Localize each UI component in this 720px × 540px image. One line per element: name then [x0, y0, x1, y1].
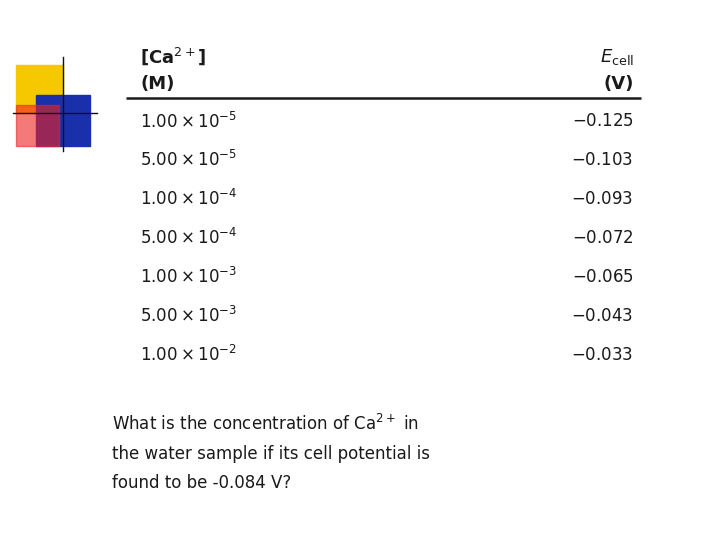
Text: $5.00 \times 10^{-3}$: $5.00 \times 10^{-3}$	[140, 306, 238, 326]
Text: $-0.093$: $-0.093$	[572, 190, 634, 208]
Bar	[36, 94, 90, 146]
Text: What is the concentration of Ca$^{2+}$ in: What is the concentration of Ca$^{2+}$ i…	[112, 414, 418, 434]
Text: $-0.072$: $-0.072$	[572, 229, 634, 247]
Text: $5.00 \times 10^{-4}$: $5.00 \times 10^{-4}$	[140, 228, 238, 248]
Text: $1.00 \times 10^{-5}$: $1.00 \times 10^{-5}$	[140, 111, 238, 132]
Bar	[16, 105, 59, 146]
Text: (M): (M)	[140, 75, 175, 93]
Bar	[16, 65, 63, 113]
Text: $-0.043$: $-0.043$	[572, 307, 634, 325]
Text: $E_{\mathrm{cell}}$: $E_{\mathrm{cell}}$	[600, 46, 634, 67]
Text: $1.00 \times 10^{-2}$: $1.00 \times 10^{-2}$	[140, 345, 237, 365]
Text: $-0.103$: $-0.103$	[572, 151, 634, 170]
Text: $-0.033$: $-0.033$	[572, 346, 634, 364]
Text: $-0.125$: $-0.125$	[572, 112, 634, 131]
Text: (V): (V)	[603, 75, 634, 93]
Text: [Ca$^{2+}$]: [Ca$^{2+}$]	[140, 46, 207, 68]
Text: found to be -0.084 V?: found to be -0.084 V?	[112, 474, 291, 492]
Text: $1.00 \times 10^{-4}$: $1.00 \times 10^{-4}$	[140, 189, 238, 210]
Text: the water sample if its cell potential is: the water sample if its cell potential i…	[112, 444, 430, 463]
Text: $1.00 \times 10^{-3}$: $1.00 \times 10^{-3}$	[140, 267, 238, 287]
Text: $5.00 \times 10^{-5}$: $5.00 \times 10^{-5}$	[140, 150, 238, 171]
Text: $-0.065$: $-0.065$	[572, 268, 634, 286]
